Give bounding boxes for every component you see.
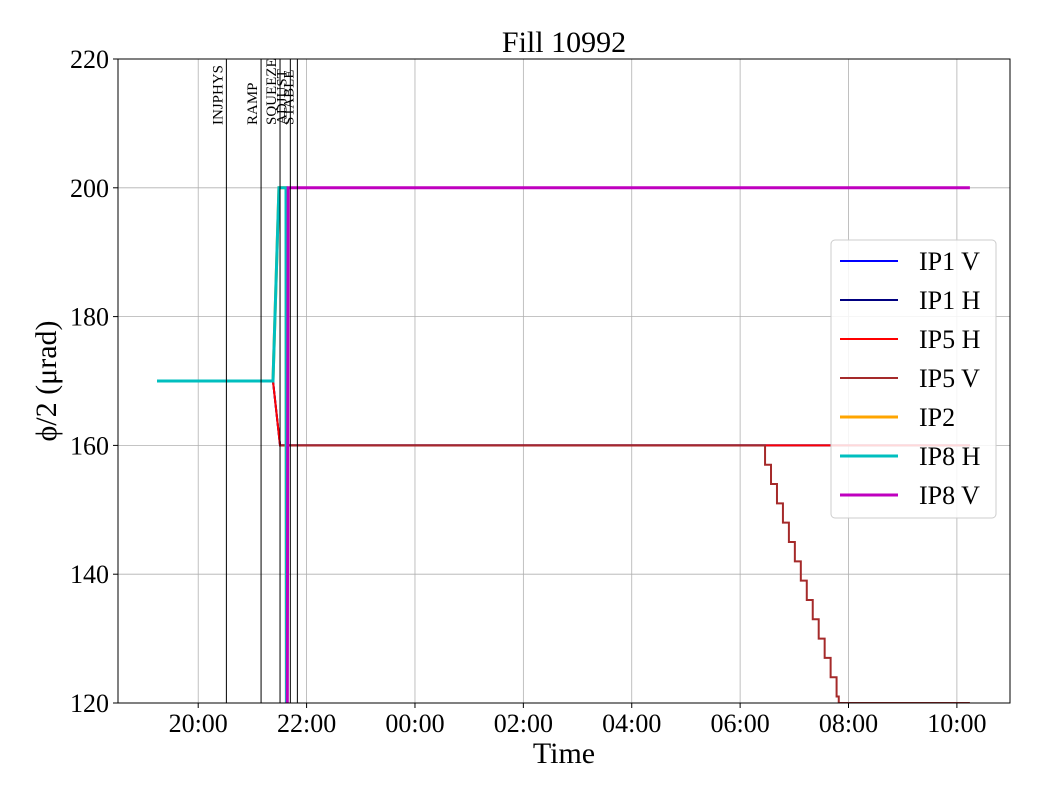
x-tick-label: 04:00	[602, 709, 661, 738]
plot-frame	[117, 58, 1011, 704]
legend-label: IP1 V	[919, 247, 980, 276]
x-tick-label: 06:00	[711, 709, 770, 738]
legend-label: IP1 H	[919, 286, 981, 315]
legend-label: IP5 H	[919, 325, 981, 354]
legend-label: IP8 V	[919, 481, 980, 510]
mode-label: RAMP	[245, 82, 261, 125]
series-line	[280, 444, 970, 703]
x-tick-label: 02:00	[494, 709, 553, 738]
series-line	[157, 186, 288, 703]
y-tick-label: 140	[70, 560, 109, 589]
series-line	[285, 186, 970, 703]
mode-label: STABLE	[281, 70, 297, 125]
legend: IP1 V IP1 H IP5 H IP5 V IP2 IP8 H IP8 V	[830, 239, 997, 519]
legend-label: IP8 H	[919, 442, 981, 471]
y-tick-label: 160	[70, 431, 109, 460]
x-axis-label: Time	[533, 737, 595, 770]
mode-label: ADJUST	[274, 69, 290, 125]
axes: 120 140 160 180 200 220 20:00 22:00 00:00 02:00 04…	[70, 45, 1011, 738]
y-tick-label: 200	[70, 174, 109, 203]
x-tick-label: 10:00	[927, 709, 986, 738]
x-tick-label: 08:00	[819, 709, 878, 738]
x-tick-label: 20:00	[169, 709, 228, 738]
legend-label: IP2	[919, 403, 955, 432]
chart-title: Fill 10992	[502, 26, 626, 59]
y-tick-label: 120	[70, 689, 109, 718]
y-axis-label: ϕ/2 (μrad)	[30, 321, 63, 442]
x-tick-label: 00:00	[385, 709, 444, 738]
legend-box	[830, 239, 997, 519]
y-tick-label: 180	[70, 303, 109, 332]
mode-label: INJPHYS	[210, 65, 226, 125]
legend-label: IP5 V	[919, 364, 980, 393]
x-tick-label: 22:00	[277, 709, 336, 738]
mode-label: SQUEEZE	[264, 58, 280, 125]
y-tick-label: 220	[70, 45, 109, 74]
